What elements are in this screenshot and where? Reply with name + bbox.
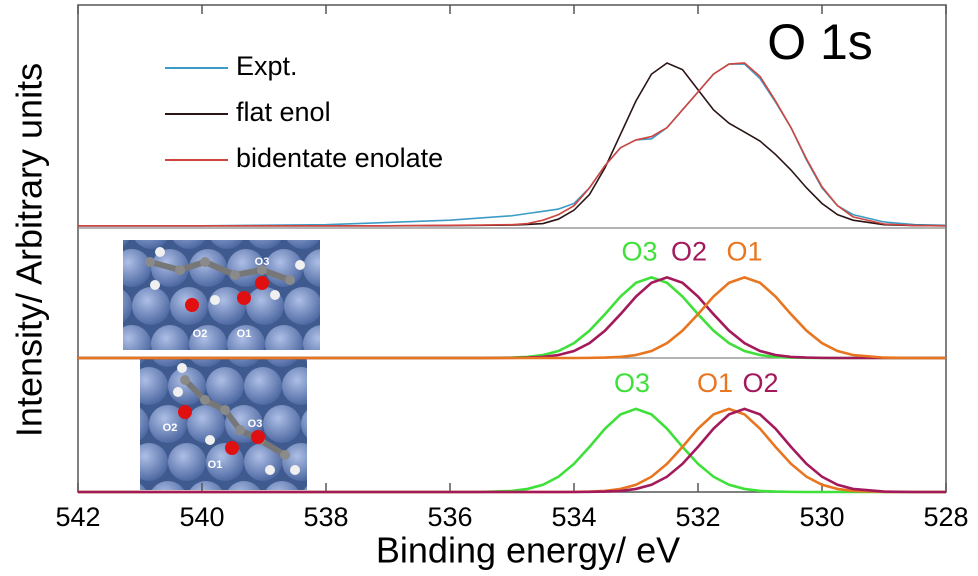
peak-label: O3 — [614, 368, 650, 398]
chart: O3 O2 O1 O2 O3 O1 O 1s Binding energy/ eV Int… — [0, 0, 978, 576]
carbon — [180, 375, 190, 385]
surface-atom — [282, 367, 320, 405]
surface-atom — [170, 211, 208, 249]
x-tick-label: 528 — [923, 502, 968, 532]
surface-atom — [113, 249, 151, 287]
surface-atom — [94, 287, 132, 325]
x-tick-label: 536 — [427, 502, 472, 532]
carbon — [235, 425, 245, 435]
surface-atom — [225, 481, 263, 519]
hydrogen — [173, 387, 183, 397]
x-tick-label: 530 — [799, 502, 844, 532]
carbon — [175, 265, 185, 275]
legend-label: bidentate enolate — [236, 143, 443, 173]
carbon — [230, 270, 240, 280]
carbon — [220, 405, 230, 415]
surface-atom — [322, 211, 360, 249]
surface-atom — [282, 443, 320, 481]
peak-label: O1 — [726, 237, 762, 267]
peak-label: O2 — [742, 368, 778, 398]
surface-atom — [132, 211, 170, 249]
peak-label: O1 — [697, 368, 733, 398]
series-line — [78, 63, 946, 226]
hydrogen — [155, 247, 165, 257]
hydrogen — [270, 290, 280, 300]
x-tick-label: 542 — [55, 502, 100, 532]
hydrogen — [295, 260, 305, 270]
carbon — [200, 395, 210, 405]
x-tick-label: 534 — [551, 502, 596, 532]
inset-label: O1 — [208, 459, 223, 471]
surface-atom — [263, 481, 301, 519]
carbon — [145, 257, 155, 267]
surface-atom — [284, 287, 322, 325]
inset-label: O2 — [163, 422, 178, 434]
carbon — [280, 450, 290, 460]
surface-atom — [208, 211, 246, 249]
surface-atom — [130, 367, 168, 405]
hydrogen — [150, 280, 160, 290]
inset-label: O1 — [237, 328, 252, 340]
oxygen — [225, 441, 239, 455]
surface-atom — [130, 443, 168, 481]
surface-atom — [303, 249, 341, 287]
hydrogen — [205, 435, 215, 445]
series-line — [78, 64, 946, 226]
hydrogen — [265, 465, 275, 475]
surface-atom — [244, 367, 282, 405]
x-tick-label: 538 — [303, 502, 348, 532]
inset-label: O3 — [255, 256, 270, 268]
chart-title: O 1s — [767, 14, 873, 70]
surface-atom — [94, 211, 132, 249]
surface-atom — [263, 405, 301, 443]
surface-atom — [284, 211, 322, 249]
series-line — [78, 63, 946, 226]
surface-atom — [111, 405, 149, 443]
hydrogen — [177, 363, 187, 373]
surface-atom — [301, 405, 339, 443]
hydrogen — [210, 295, 220, 305]
oxygen — [237, 291, 251, 305]
surface-atom — [246, 211, 284, 249]
inset-label: O3 — [248, 418, 263, 430]
oxygen — [178, 405, 192, 419]
oxygen — [185, 298, 199, 312]
oxygen — [255, 276, 269, 290]
insets: O3 O2 O1 O2 O3 O1 — [94, 211, 360, 519]
legend-label: Expt. — [236, 51, 298, 81]
surface-atom — [111, 481, 149, 519]
x-tick-label: 532 — [675, 502, 720, 532]
x-axis-label: Binding energy/ eV — [376, 530, 680, 571]
peak-label: O3 — [621, 237, 657, 267]
x-tick-label: 540 — [179, 502, 224, 532]
y-axis-label: Intensity/ Arbitrary units — [9, 63, 50, 437]
surface-atom — [206, 367, 244, 405]
legend-label: flat enol — [236, 97, 331, 127]
oxygen — [251, 430, 265, 444]
carbon — [200, 257, 210, 267]
inset: O3 O2 O1 — [94, 211, 360, 363]
inset-label: O2 — [193, 328, 208, 340]
surface-atom — [168, 443, 206, 481]
hydrogen — [290, 465, 300, 475]
carbon — [285, 275, 295, 285]
peak-label: O2 — [671, 237, 707, 267]
surface-atom — [322, 287, 360, 325]
surface-atom — [132, 287, 170, 325]
